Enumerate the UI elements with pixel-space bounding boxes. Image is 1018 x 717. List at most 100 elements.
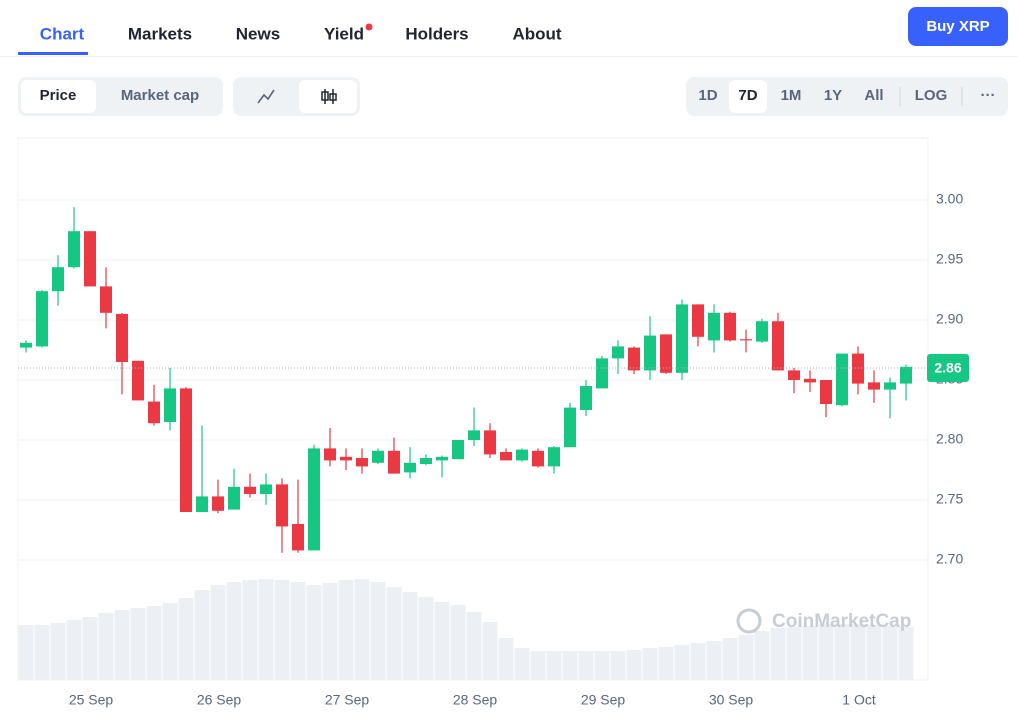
candle-body [484,430,496,455]
candle-body [884,382,896,390]
volume-bar [674,645,690,680]
volume-bar [866,625,882,680]
tab[interactable]: Holders [405,24,468,43]
y-tick-label: 2.95 [936,251,963,267]
volume-bar [562,651,578,680]
volume-bar [338,580,354,680]
controls: Price Market cap 1D 7D 1M 1Y All LOG ··· [18,77,1008,116]
candle-body [276,484,288,527]
toggle-option[interactable]: Market cap [121,87,199,104]
volume-bar [658,647,674,680]
volume-bar [578,651,594,680]
candle-body [564,407,576,448]
range-option[interactable]: 1Y [824,87,842,104]
volume-bar [898,627,914,680]
volume-bar [482,622,498,680]
candle-icon[interactable] [321,89,337,104]
candle-body [692,304,704,337]
range-option[interactable]: 1D [698,87,717,104]
toggle-option[interactable]: Price [40,87,77,104]
x-tick-label: 28 Sep [453,692,498,708]
candle-body [116,314,128,362]
volume-bar [546,651,562,680]
candle-body [308,448,320,551]
x-tick-label: 29 Sep [581,692,626,708]
volume-bar [450,605,466,680]
buy-button[interactable] [908,7,1008,46]
candle-body [804,378,816,383]
current-price-label: 2.86 [934,360,961,376]
chart: 2.702.752.802.852.902.953.00CoinMarketCa… [17,137,969,708]
volume-bar [466,612,482,680]
volume-bar [242,580,258,680]
more-button[interactable]: ··· [981,87,996,104]
range-option[interactable]: All [864,87,883,104]
candle-body [900,366,912,384]
tab[interactable]: Yield [324,24,364,43]
y-tick-label: 2.90 [936,311,963,327]
candle-body [676,304,688,373]
candle-body [52,267,64,292]
nav: Chart Markets News Yield Holders About B… [0,7,1018,57]
tab[interactable]: About [512,24,561,43]
volume-bar [258,579,274,680]
candle-body [740,339,752,341]
volume-bar [146,606,162,680]
candle-body [500,452,512,461]
active-pill [729,80,767,113]
y-tick-label: 3.00 [936,191,963,207]
volume-bar [306,585,322,680]
buy-button-label[interactable]: Buy XRP [926,18,989,35]
candle-body [436,456,448,461]
tab[interactable]: Chart [40,24,85,43]
candle-body [452,440,464,460]
volume-bar [194,590,210,680]
volume-bar [514,648,530,680]
volume-bar [114,610,130,680]
candle-body [324,448,336,461]
candle-body [212,496,224,511]
candle-body [84,231,96,287]
y-tick-label: 2.70 [936,551,963,567]
volume-bar [82,617,98,680]
range-option[interactable]: 1M [781,87,802,104]
watermark-logo [736,608,762,634]
volume-bar [610,651,626,680]
volume-bar [418,597,434,680]
volume-bar [754,631,770,680]
volume-bar [626,650,642,680]
volume-bar [882,626,898,680]
tab-underline [18,52,88,55]
candle-body [420,458,432,464]
candle-body [164,388,176,422]
candle-body [868,382,880,390]
volume-bar [770,628,786,680]
tab[interactable]: News [236,24,280,43]
x-tick-label: 30 Sep [709,692,754,708]
candle-body [788,370,800,380]
candle-body [292,524,304,551]
log-toggle[interactable]: LOG [915,87,948,104]
volume-bar [34,625,50,680]
volume-bar [642,648,658,680]
volume-bar [706,641,722,680]
volume-bar [834,624,850,680]
line-icon[interactable] [257,89,275,104]
x-tick-label: 1 Oct [842,692,876,708]
volume-bar [290,582,306,680]
volume-bar [370,582,386,680]
volume-bar [434,602,450,680]
volume-bar [322,583,338,680]
candle-body [596,358,608,389]
tab[interactable]: Markets [128,24,192,43]
candle-body [100,286,112,313]
volume-bar [690,643,706,680]
candle-body [340,456,352,461]
volume-bar [18,625,34,680]
volume-bar [594,651,610,680]
volume-bar [386,587,402,680]
volume-bar [722,638,738,680]
volume-bar [66,620,82,680]
volume-bar [178,598,194,680]
range-option[interactable]: 7D [738,87,757,104]
